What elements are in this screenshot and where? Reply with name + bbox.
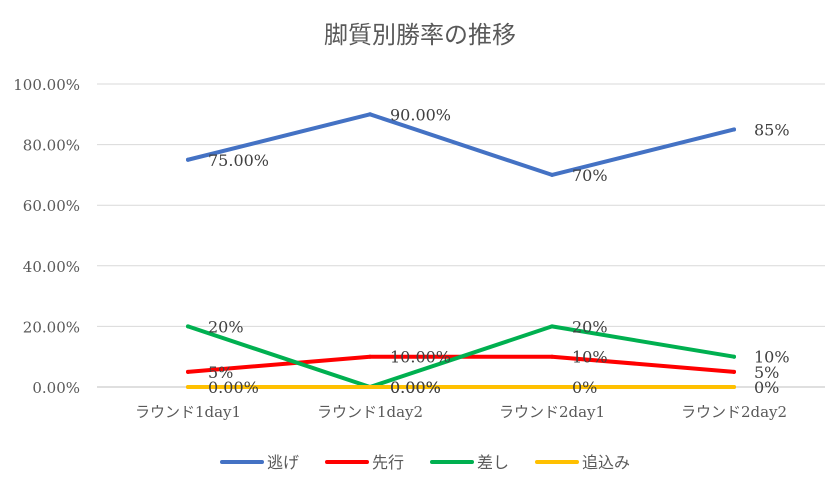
- series-line-2: [186, 354, 736, 374]
- x-tick-label: ラウンド1day2: [317, 403, 423, 421]
- legend-label: 逃げ: [267, 453, 299, 472]
- data-point: [186, 385, 190, 389]
- series-layer: [186, 112, 736, 389]
- data-label: 5%: [208, 363, 233, 382]
- x-tick-label: ラウンド2day1: [499, 403, 605, 421]
- data-label: 10%: [572, 348, 608, 367]
- y-tick-label: 40.00%: [23, 258, 80, 276]
- data-label: 75.00%: [208, 151, 269, 170]
- data-point: [732, 127, 736, 132]
- data-label: 5%: [754, 363, 779, 382]
- data-point: [550, 354, 554, 359]
- data-point: [368, 112, 372, 117]
- y-tick-label: 0.00%: [32, 379, 80, 397]
- y-tick-label: 80.00%: [23, 137, 80, 155]
- data-point: [732, 354, 736, 359]
- x-axis-tick-labels: ラウンド1day1 ラウンド1day2 ラウンド2day1 ラウンド2day2: [135, 403, 787, 421]
- data-point: [732, 369, 736, 374]
- data-point: [186, 324, 190, 329]
- data-label: 0%: [754, 378, 779, 397]
- chart-title: 脚質別勝率の推移: [324, 21, 516, 49]
- legend: 逃げ 先行 差し 追込み: [220, 453, 630, 472]
- data-label: 20%: [208, 317, 244, 336]
- data-label: 0%: [572, 378, 597, 397]
- grid-layer: [97, 83, 825, 388]
- data-point: [368, 354, 372, 359]
- data-point: [732, 385, 736, 389]
- y-tick-label: 60.00%: [23, 197, 80, 215]
- y-tick-label: 100.00%: [13, 76, 80, 94]
- data-point: [368, 385, 372, 389]
- data-point: [550, 324, 554, 329]
- data-point: [186, 369, 190, 374]
- y-axis-tick-labels: 0.00% 20.00% 40.00% 60.00% 80.00% 100.00%: [13, 76, 80, 397]
- data-label: 70%: [572, 166, 608, 185]
- data-point: [550, 385, 554, 389]
- data-label: 20%: [572, 317, 608, 336]
- legend-label: 先行: [372, 453, 404, 472]
- x-tick-label: ラウンド1day1: [135, 403, 241, 421]
- series-line-3: [186, 324, 736, 389]
- data-point: [186, 157, 190, 162]
- data-label: 10%: [754, 348, 790, 367]
- series-line-1: [186, 112, 736, 177]
- x-tick-label: ラウンド2day2: [681, 403, 787, 421]
- data-label: 85%: [754, 120, 790, 139]
- data-label: 0.00%: [208, 378, 259, 397]
- data-label-layer: 75.00%90.00%70%85%5%10.00% 10%5%20%0.00%2…: [208, 105, 790, 397]
- legend-label: 差し: [477, 453, 509, 472]
- data-label: 90.00%: [390, 105, 451, 124]
- data-label: 10.00%: [390, 348, 451, 367]
- data-label: 0.00%: [390, 378, 441, 397]
- y-tick-label: 20.00%: [23, 318, 80, 336]
- data-point: [550, 172, 554, 177]
- data-label: 0.00%: [390, 378, 441, 397]
- legend-label: 追込み: [582, 453, 630, 472]
